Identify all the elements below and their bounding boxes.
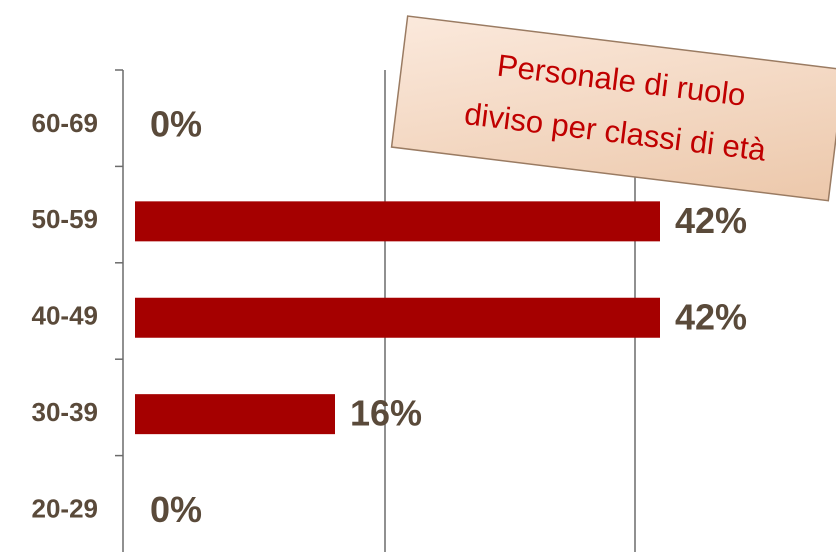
value-label: 0% <box>150 103 202 144</box>
y-tick-label: 30-39 <box>32 397 99 427</box>
value-label: 42% <box>675 200 747 241</box>
y-tick-label: 60-69 <box>32 108 99 138</box>
title-note: Personale di ruolo diviso per classi di … <box>390 15 836 202</box>
bar <box>135 297 660 338</box>
note-box <box>390 15 836 202</box>
value-label: 16% <box>350 393 422 434</box>
y-tick-label: 50-59 <box>32 204 99 234</box>
y-tick-label: 20-29 <box>32 493 99 523</box>
value-label: 0% <box>150 489 202 530</box>
y-tick-label: 40-49 <box>32 301 99 331</box>
bar <box>135 201 660 242</box>
plot-area: 60-69 0% 50-59 42% 40-49 42% 30-39 16% 20-29 0% <box>32 69 747 552</box>
bar <box>135 394 335 435</box>
value-label: 42% <box>675 296 747 337</box>
